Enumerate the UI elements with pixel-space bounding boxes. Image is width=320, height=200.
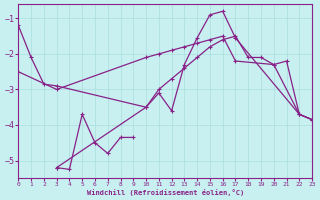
X-axis label: Windchill (Refroidissement éolien,°C): Windchill (Refroidissement éolien,°C) xyxy=(87,189,244,196)
